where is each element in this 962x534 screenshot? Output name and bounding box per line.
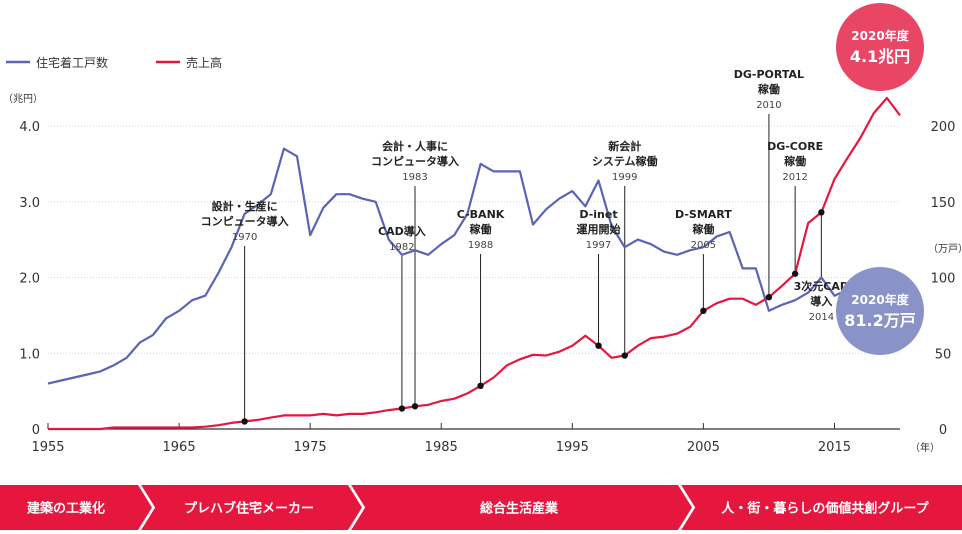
era-segment bbox=[350, 485, 692, 530]
annotation-title: コンピュータ導入 bbox=[371, 154, 459, 168]
annotation-title: DG-CORE bbox=[767, 140, 823, 153]
legend-label: 住宅着工戸数 bbox=[36, 55, 108, 70]
y-right-tick-label: 150 bbox=[931, 196, 956, 211]
annotation-marker bbox=[398, 405, 406, 412]
annotation-year: 1983 bbox=[402, 172, 427, 183]
annotation-year: 2012 bbox=[782, 172, 807, 183]
era-separator bbox=[139, 484, 156, 531]
era-segment bbox=[680, 485, 962, 530]
annotation-year: 2014 bbox=[809, 312, 834, 323]
annotation-title: 稼働 bbox=[692, 222, 714, 236]
y-left-tick-label: 4.0 bbox=[19, 120, 40, 135]
y-right-tick-label: 0 bbox=[939, 423, 947, 438]
annotation-title: 設計・生産に bbox=[212, 199, 278, 213]
annotation-title: 新会計 bbox=[608, 139, 641, 153]
annotation-title: 導入 bbox=[810, 294, 832, 308]
annotation-marker bbox=[700, 307, 707, 315]
annotation-marker bbox=[765, 293, 773, 301]
y-left-tick-label: 0 bbox=[32, 423, 40, 438]
y-right-tick-label: 100 bbox=[931, 272, 956, 287]
annotation-marker bbox=[621, 352, 628, 359]
housing-badge-year: 2020年度 bbox=[851, 292, 909, 307]
gridlines bbox=[48, 125, 900, 354]
annotation-title: コンピュータ導入 bbox=[201, 214, 289, 228]
series-lines bbox=[47, 96, 901, 431]
annotation-title: D-SMART bbox=[675, 208, 732, 221]
annotation-title: 稼働 bbox=[758, 82, 780, 96]
era-label: プレハブ住宅メーカー bbox=[184, 501, 314, 517]
y-right-tick-label: 200 bbox=[931, 120, 956, 135]
x-tick-label: 2015 bbox=[818, 440, 851, 455]
series-line-housing-starts bbox=[47, 147, 901, 385]
housing-badge bbox=[836, 267, 924, 355]
y-left-tick-label: 3.0 bbox=[19, 196, 40, 211]
annotation-marker bbox=[411, 403, 419, 410]
housing-badge-value: 81.2万戸 bbox=[844, 311, 915, 330]
annotation-year: 2005 bbox=[691, 240, 716, 251]
annotation-title: 稼働 bbox=[470, 222, 492, 236]
badges: 2020年度 4.1兆円 2020年度 81.2万戸 bbox=[836, 3, 924, 355]
annotation-title: CAD導入 bbox=[378, 224, 426, 238]
axes: 0 1.0 2.0 3.0 4.0 （兆円） 0 50 100 150 200 （万戸） 1955 196… bbox=[3, 93, 962, 455]
x-tick-label: 1955 bbox=[31, 440, 64, 455]
x-tick-label: 1975 bbox=[294, 440, 327, 455]
annotation-year: 1997 bbox=[586, 240, 611, 251]
era-label: 総合生活産業 bbox=[480, 501, 559, 517]
era-segment bbox=[0, 485, 152, 530]
annotation-marker bbox=[477, 382, 484, 390]
era-separator bbox=[349, 484, 366, 531]
annotation-year: 1982 bbox=[389, 242, 414, 253]
x-tick-label: 1995 bbox=[556, 440, 589, 455]
sales-badge bbox=[836, 3, 924, 91]
annotation-year: 1999 bbox=[612, 172, 637, 183]
era-label: 建築の工業化 bbox=[27, 501, 105, 517]
annotation-title: DG-PORTAL bbox=[734, 68, 804, 81]
legend: 住宅着工戸数 売上高 bbox=[6, 55, 222, 70]
annotation-title: 会計・人事に bbox=[382, 139, 448, 153]
sales-badge-year: 2020年度 bbox=[851, 28, 909, 43]
annotation-marker bbox=[595, 342, 602, 349]
annotation-marker bbox=[818, 209, 825, 216]
annotation-year: 1970 bbox=[232, 232, 257, 243]
x-unit: （年） bbox=[910, 441, 940, 454]
annotation-title: D-inet bbox=[579, 208, 617, 221]
sales-badge-value: 4.1兆円 bbox=[850, 47, 910, 66]
y-right-tick-label: 50 bbox=[935, 347, 952, 362]
x-tick-label: 1985 bbox=[425, 440, 458, 455]
era-band: 建築の工業化 プレハブ住宅メーカー 総合生活産業 人・街・暮らしの価値共創グループ bbox=[0, 484, 962, 531]
y-left-unit: （兆円） bbox=[3, 93, 43, 105]
annotation-title: 稼働 bbox=[784, 154, 806, 168]
annotation-marker bbox=[791, 270, 799, 277]
era-label: 人・街・暮らしの価値共創グループ bbox=[721, 501, 929, 517]
y-right-unit: （万戸） bbox=[928, 243, 962, 255]
y-left-tick-label: 2.0 bbox=[19, 272, 40, 287]
annotation-year: 2010 bbox=[756, 100, 781, 111]
y-left-tick-label: 1.0 bbox=[19, 347, 40, 362]
series-line-sales bbox=[48, 96, 901, 431]
annotation-marker bbox=[241, 418, 248, 425]
annotation-title: システム稼働 bbox=[592, 154, 658, 168]
annotation-leaders bbox=[244, 114, 822, 422]
annotation-title: 3次元CAD bbox=[794, 279, 849, 293]
x-tick-label: 2005 bbox=[687, 440, 720, 455]
x-tick-label: 1965 bbox=[163, 440, 196, 455]
era-separator bbox=[679, 484, 696, 531]
annotation-year: 1988 bbox=[468, 240, 493, 251]
era-segment bbox=[140, 485, 362, 530]
annotation-title: C-BANK bbox=[457, 208, 505, 221]
annotation-title: 運用開始 bbox=[577, 222, 621, 236]
legend-label: 売上高 bbox=[186, 55, 222, 70]
